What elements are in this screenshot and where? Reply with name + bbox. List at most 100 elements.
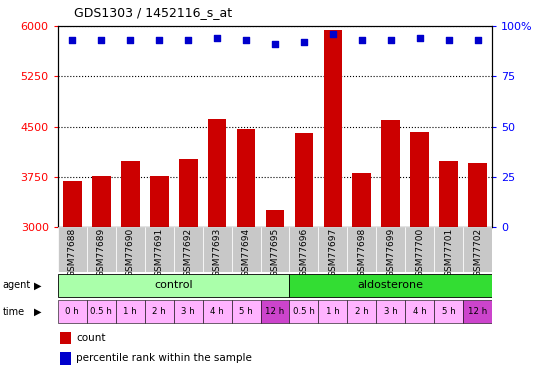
Text: GSM77702: GSM77702	[473, 228, 482, 278]
Text: 1 h: 1 h	[123, 307, 137, 316]
Text: GSM77697: GSM77697	[328, 228, 338, 278]
Bar	[121, 161, 140, 227]
Point	[241, 37, 250, 43]
Text: 4 h: 4 h	[413, 307, 427, 316]
Bar	[463, 300, 492, 323]
Text: GSM77700: GSM77700	[415, 228, 425, 278]
Text: time: time	[3, 307, 25, 316]
Bar	[208, 118, 227, 227]
Text: GSM77698: GSM77698	[358, 228, 366, 278]
Text: 3 h: 3 h	[182, 307, 195, 316]
Text: count: count	[76, 333, 106, 343]
Point	[328, 31, 337, 37]
Bar	[58, 227, 87, 272]
Bar	[323, 30, 342, 227]
Bar	[58, 300, 87, 323]
Text: GSM77689: GSM77689	[97, 228, 106, 278]
Bar	[63, 182, 81, 227]
Point	[444, 37, 453, 43]
Bar	[376, 300, 405, 323]
Bar	[116, 300, 145, 323]
Bar	[92, 176, 111, 227]
Text: GSM77701: GSM77701	[444, 228, 453, 278]
Text: 5 h: 5 h	[239, 307, 253, 316]
Bar	[318, 227, 348, 272]
Bar	[348, 227, 376, 272]
Text: GSM77693: GSM77693	[212, 228, 222, 278]
Text: agent: agent	[3, 280, 31, 290]
Bar	[60, 352, 71, 364]
Bar	[289, 227, 318, 272]
Text: 3 h: 3 h	[384, 307, 398, 316]
Text: GSM77688: GSM77688	[68, 228, 77, 278]
Point	[415, 35, 424, 41]
Bar	[179, 159, 197, 227]
Bar	[410, 132, 429, 227]
Text: 2 h: 2 h	[355, 307, 368, 316]
Point	[300, 39, 309, 45]
Point	[358, 37, 366, 43]
Bar	[376, 227, 405, 272]
Bar	[463, 227, 492, 272]
Text: GSM77696: GSM77696	[299, 228, 309, 278]
Text: GSM77695: GSM77695	[271, 228, 279, 278]
Bar	[353, 173, 371, 227]
Bar	[202, 300, 232, 323]
Point	[213, 35, 222, 41]
Bar	[116, 227, 145, 272]
Bar	[174, 300, 202, 323]
Bar	[58, 274, 289, 297]
Text: 12 h: 12 h	[468, 307, 487, 316]
Text: 0.5 h: 0.5 h	[293, 307, 315, 316]
Bar	[289, 300, 318, 323]
Text: GSM77692: GSM77692	[184, 228, 192, 278]
Point	[155, 37, 163, 43]
Text: GSM77694: GSM77694	[241, 228, 251, 278]
Text: ▶: ▶	[34, 280, 42, 290]
Point	[387, 37, 395, 43]
Text: GSM77690: GSM77690	[125, 228, 135, 278]
Bar	[232, 227, 261, 272]
Text: GSM77691: GSM77691	[155, 228, 164, 278]
Bar	[434, 227, 463, 272]
Text: aldosterone: aldosterone	[358, 280, 424, 290]
Bar	[318, 300, 348, 323]
Bar	[289, 274, 492, 297]
Text: 12 h: 12 h	[265, 307, 285, 316]
Bar	[60, 332, 71, 344]
Point	[184, 37, 192, 43]
Bar	[232, 300, 261, 323]
Bar	[150, 176, 168, 227]
Text: 4 h: 4 h	[210, 307, 224, 316]
Text: GDS1303 / 1452116_s_at: GDS1303 / 1452116_s_at	[74, 6, 232, 19]
Bar	[145, 227, 174, 272]
Point	[68, 37, 76, 43]
Bar	[87, 227, 116, 272]
Text: control: control	[155, 280, 193, 290]
Text: 0 h: 0 h	[65, 307, 79, 316]
Text: percentile rank within the sample: percentile rank within the sample	[76, 353, 252, 363]
Bar	[469, 164, 487, 227]
Bar	[202, 227, 232, 272]
Bar	[439, 161, 458, 227]
Bar	[266, 210, 284, 227]
Bar	[405, 227, 434, 272]
Bar	[382, 120, 400, 227]
Text: 0.5 h: 0.5 h	[90, 307, 112, 316]
Text: 2 h: 2 h	[152, 307, 166, 316]
Point	[97, 37, 106, 43]
Bar	[434, 300, 463, 323]
Text: 5 h: 5 h	[442, 307, 455, 316]
Point	[126, 37, 135, 43]
Bar	[295, 133, 313, 227]
Bar	[348, 300, 376, 323]
Bar	[87, 300, 116, 323]
Text: GSM77699: GSM77699	[386, 228, 395, 278]
Text: ▶: ▶	[34, 307, 42, 316]
Bar	[174, 227, 202, 272]
Point	[474, 37, 482, 43]
Bar	[261, 300, 289, 323]
Point	[271, 41, 279, 47]
Bar	[405, 300, 434, 323]
Bar	[145, 300, 174, 323]
